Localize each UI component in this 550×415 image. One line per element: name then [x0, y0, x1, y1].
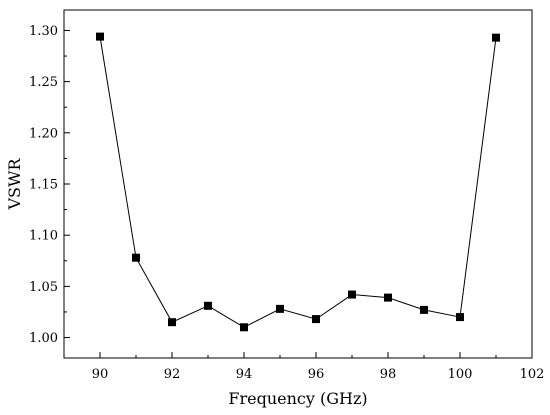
data-point-marker — [168, 318, 176, 327]
y-tick-label: 1.00 — [29, 331, 58, 346]
data-point-marker — [384, 293, 392, 302]
y-axis-title: VSWR — [5, 158, 24, 211]
data-markers — [96, 32, 500, 332]
x-tick-label: 100 — [448, 367, 473, 382]
x-tick-label: 98 — [380, 367, 397, 382]
x-tick-label: 96 — [308, 367, 325, 382]
data-point-marker — [276, 304, 284, 313]
y-tick-label: 1.20 — [29, 126, 58, 141]
x-axis-ticks: 90 92 94 96 98 100 102 — [63, 352, 545, 382]
x-tick-label: 92 — [164, 367, 181, 382]
y-tick-label: 1.25 — [29, 75, 58, 90]
x-tick-label: 94 — [236, 367, 253, 382]
data-point-marker — [492, 33, 500, 42]
data-point-marker — [132, 253, 140, 262]
data-point-marker — [204, 301, 212, 310]
data-point-marker — [96, 32, 104, 41]
x-tick-label: 90 — [92, 367, 109, 382]
data-point-marker — [456, 313, 464, 322]
data-point-marker — [420, 305, 428, 314]
data-point-marker — [312, 315, 320, 324]
y-axis-ticks: 1.00 1.05 1.10 1.15 1.20 1.25 1.30 — [29, 24, 70, 346]
series-line — [99, 36, 497, 328]
data-point-marker — [240, 323, 248, 332]
plot-frame — [63, 9, 533, 359]
data-point-marker — [348, 290, 356, 299]
y-tick-label: 1.30 — [29, 24, 58, 39]
x-tick-label: 102 — [520, 367, 545, 382]
x-axis-title: Frequency (GHz) — [228, 389, 367, 408]
y-tick-label: 1.05 — [29, 280, 58, 295]
y-tick-label: 1.10 — [29, 229, 58, 244]
y-tick-label: 1.15 — [29, 178, 58, 193]
